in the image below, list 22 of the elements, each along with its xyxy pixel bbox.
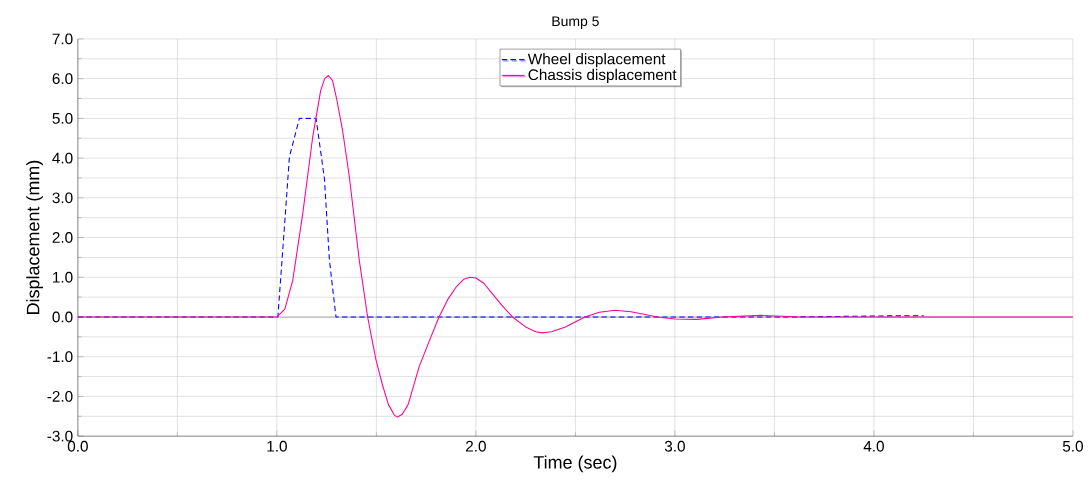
- x-tick-label: 3.0: [664, 440, 685, 452]
- y-tick-label: 2.0: [52, 232, 73, 243]
- y-tick-label: -1.0: [47, 351, 73, 363]
- y-tick-label: 5.0: [52, 112, 73, 124]
- x-tick-label: 5.0: [1062, 440, 1083, 452]
- legend-label: Chassis displacement: [528, 68, 677, 84]
- y-tick-label: 3.0: [52, 192, 73, 204]
- y-tick-label: 1.0: [53, 271, 73, 283]
- y-tick-label: 6.0: [52, 73, 73, 85]
- x-axis-title: Time (sec): [533, 455, 617, 473]
- y-tick-label: 0.0: [52, 311, 73, 323]
- y-tick-label: 7.0: [52, 33, 73, 45]
- y-tick-label: -2.0: [47, 390, 73, 402]
- x-tick-label: 4.0: [863, 440, 884, 452]
- y-tick-label: -3.0: [47, 430, 73, 442]
- x-tick-label: 1.0: [267, 440, 287, 452]
- x-tick-label: 2.0: [466, 440, 486, 452]
- y-axis-title: Displacement (mm): [26, 160, 43, 314]
- y-tick-label: 4.0: [52, 152, 73, 164]
- chart-title: Bump 5: [552, 16, 599, 29]
- legend-label: Wheel displacement: [527, 53, 666, 68]
- x-tick-label: 0.0: [67, 440, 88, 452]
